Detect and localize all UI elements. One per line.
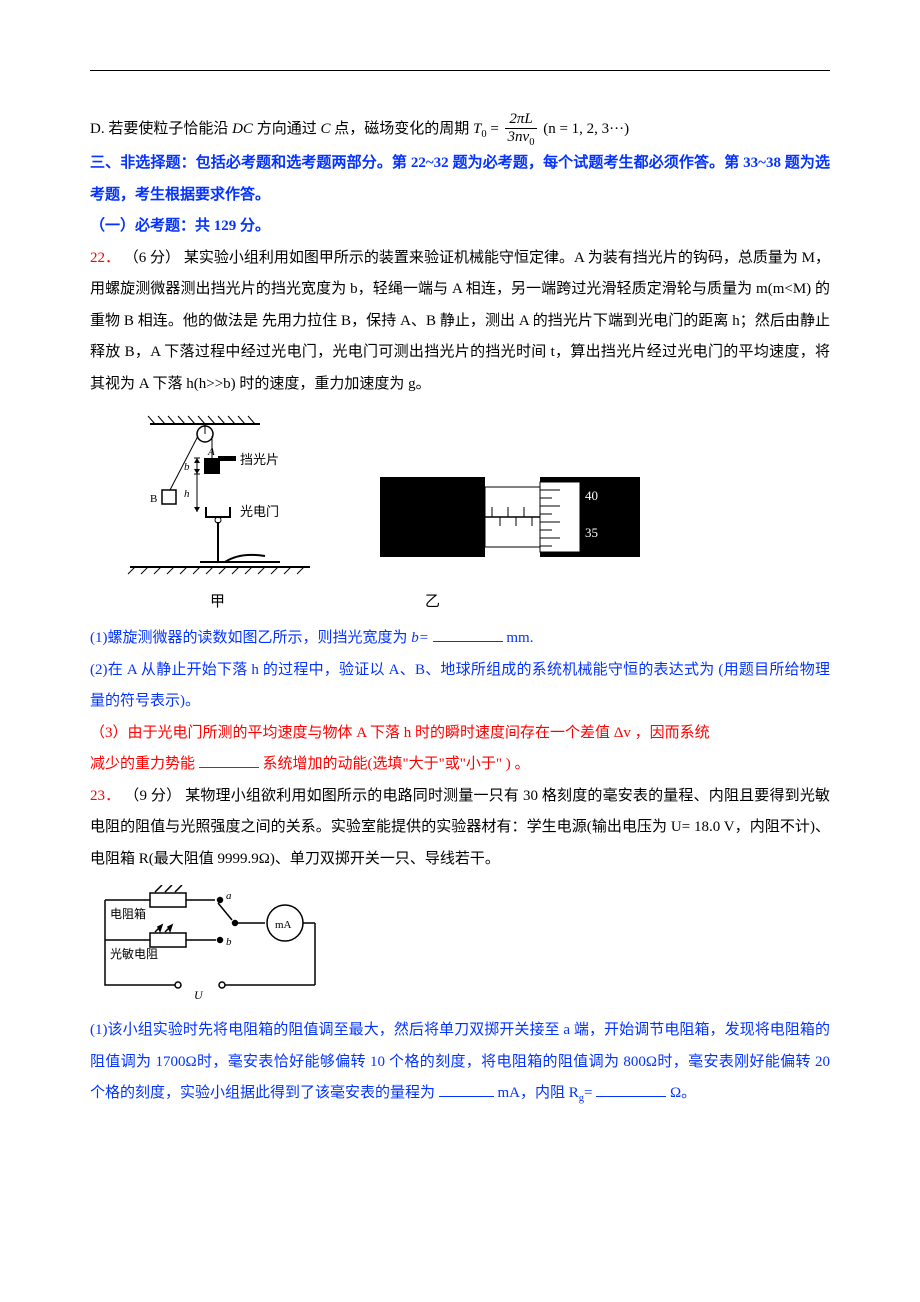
circuit-a-label: a [226,890,232,902]
q22-figure-jia: 挡光片 A b h 光电门 [110,412,320,582]
fig1-label-A: A [207,446,215,458]
q23-text: 某物理小组欲利用如图所示的电路同时测量一只有 30 格刻度的毫安表的量程、内阻且… [90,788,830,867]
option-d-prefix: D. 若要使粒子恰能沿 [90,121,228,137]
q22-p1-blank [433,625,503,643]
q22-p3-blank [199,751,259,769]
q23-p1-eq: = [584,1085,592,1101]
q22-p3-l2b: 系统增加的动能(选填"大于"或"小于" ) 。 [263,756,530,772]
option-d-T: T0 [473,121,490,137]
option-d-fraction: 2πL 3nv0 [505,111,538,148]
fig1-label-gate: 光电门 [240,504,279,519]
circuit-b-label: b [226,936,232,948]
q22-p1-prefix: (1)螺旋测微器的读数如图乙所示，则挡光宽度为 [90,630,411,646]
q22-p1-unit: mm. [506,630,533,646]
fig2-caption: 乙 [425,590,440,611]
q22-number: 22． [90,250,120,266]
q22-p1-b: b= [411,630,429,646]
q22-figure-captions: 甲 乙 [210,590,830,611]
q22-figure-row: 挡光片 A b h 光电门 [110,412,830,582]
section-3-heading: 三、非选择题：包括必考题和选考题两部分。第 22~32 题为必考题，每个试题考生… [90,148,830,211]
q22-p3-l2: 减少的重力势能 系统增加的动能(选填"大于"或"小于" ) 。 [90,749,830,781]
q22-figure-yi: 40 35 [380,452,640,582]
fig1-label-h: h [184,488,190,500]
circuit-ldr-label: 光敏电阻 [110,946,158,961]
q23-score: （9 分） [124,788,181,804]
circuit-rbox-label: 电阻箱 [110,906,146,921]
option-d-tail: (n = 1, 2, 3···) [543,121,629,137]
q22-p1: (1)螺旋测微器的读数如图乙所示，则挡光宽度为 b= mm. [90,623,830,655]
q22-p3-l2a: 减少的重力势能 [90,756,195,772]
fig1-label-b: b [184,461,190,473]
option-d-c: C [320,121,334,137]
option-d-dc: DC [232,121,253,137]
q23-number: 23． [90,788,120,804]
option-d-eq: = [490,121,502,137]
q23-p1-unit2: Ω。 [670,1085,696,1101]
q22-body: 22． （6 分） 某实验小组利用如图甲所示的装置来验证机械能守恒定律。A 为装… [90,243,830,401]
page: D. 若要使粒子恰能沿 DC 方向通过 C 点，磁场变化的周期 T0 = 2πL… [0,0,920,1302]
q23-p1-unit1: mA，内阻 R [498,1085,579,1101]
fig1-label-B: B [150,493,157,505]
fig2-scale-35: 35 [585,525,598,540]
q22-p3-l1: （3）由于光电门所测的平均速度与物体 A 下落 h 时的瞬时速度间存在一个差值 … [90,718,830,750]
q22-p2: (2)在 A 从静止开始下落 h 的过程中，验证以 A、B、地球所组成的系统机械… [90,655,830,718]
q23-p1-blank2 [596,1080,666,1098]
q22-score: （6 分） [124,250,180,266]
option-d: D. 若要使粒子恰能沿 DC 方向通过 C 点，磁场变化的周期 T0 = 2πL… [90,111,830,148]
option-d-mid2: 点，磁场变化的周期 [334,121,469,137]
top-rule [90,70,830,71]
circuit-mA-label: mA [275,919,292,931]
option-d-mid1: 方向通过 [257,121,317,137]
q23-figure-circuit: 电阻箱 光敏电阻 a b U mA [90,885,330,1005]
circuit-U-label: U [194,988,204,1002]
q22-text: 某实验小组利用如图甲所示的装置来验证机械能守恒定律。A 为装有挡光片的钩码，总质… [90,250,830,392]
q23-body: 23． （9 分） 某物理小组欲利用如图所示的电路同时测量一只有 30 格刻度的… [90,781,830,876]
fig1-caption: 甲 [210,590,225,611]
q23-p1: (1)该小组实验时先将电阻箱的阻值调至最大，然后将单刀双掷开关接至 a 端，开始… [90,1015,830,1110]
fig2-scale-40: 40 [585,488,598,503]
q23-p1-blank1 [439,1080,494,1098]
section-3-sub: （一）必考题：共 129 分。 [90,211,830,243]
fig1-label-blocker: 挡光片 [240,452,279,467]
